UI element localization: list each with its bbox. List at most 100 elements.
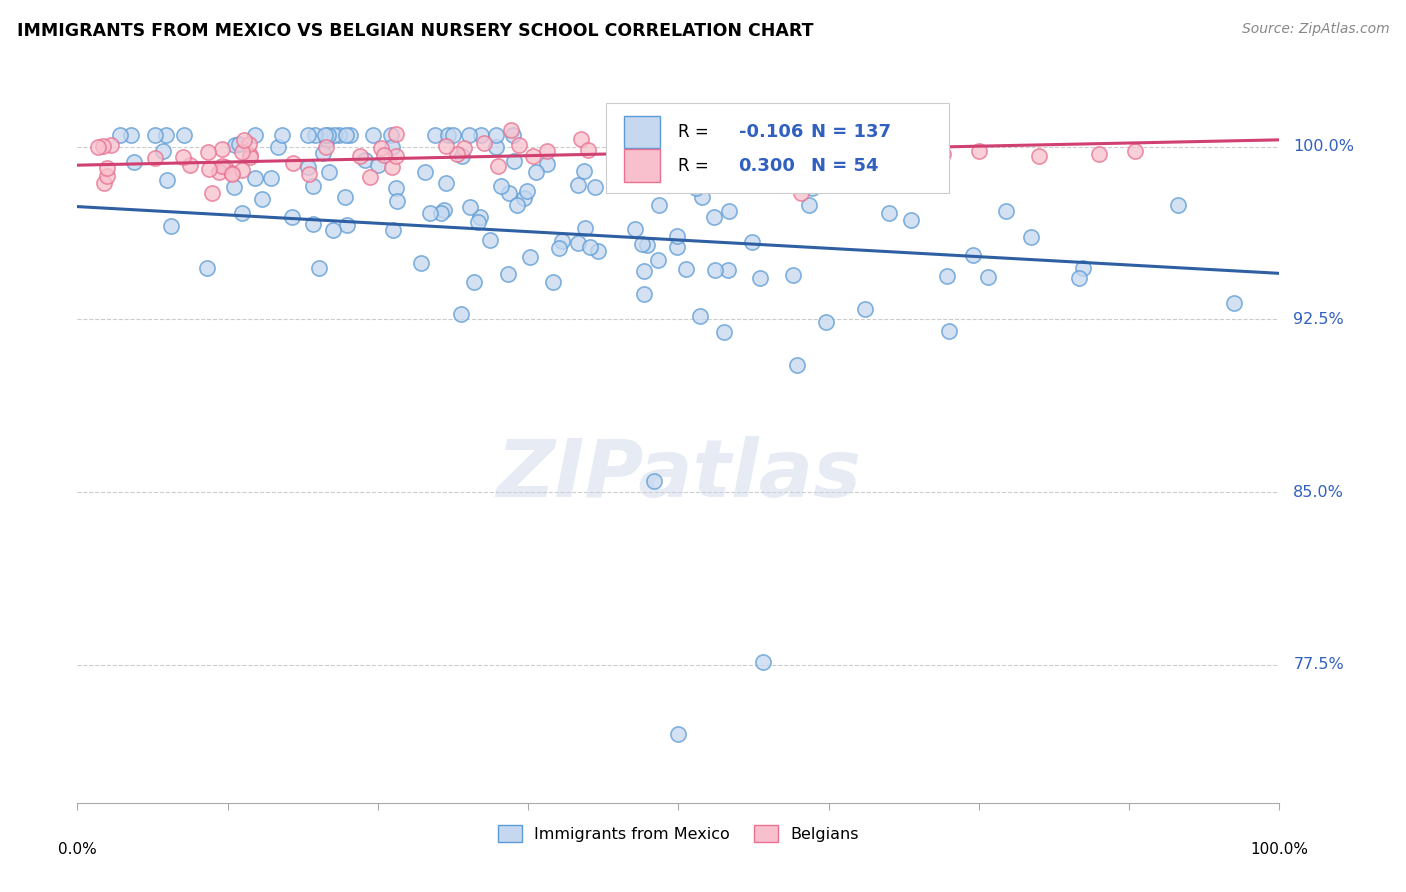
Point (883, 145, 905, 159)
Point (633, 146, 655, 161)
Point (1088, 146, 1111, 161)
Point (797, 197, 820, 211)
Point (361, 128, 384, 143)
Point (172, 150, 194, 164)
Point (316, 128, 339, 143)
Point (574, 221, 596, 235)
Point (143, 151, 166, 165)
Point (900, 213, 922, 227)
Point (703, 210, 725, 224)
Point (238, 137, 260, 152)
Point (93, 177, 115, 191)
Point (432, 203, 454, 218)
Point (328, 128, 350, 143)
Point (349, 149, 371, 163)
Point (1028, 149, 1050, 163)
Point (179, 158, 201, 172)
Point (87, 140, 110, 154)
Point (385, 128, 408, 142)
Point (211, 159, 233, 173)
Point (173, 128, 195, 143)
Point (208, 165, 231, 179)
Text: 0.0%: 0.0% (58, 842, 97, 856)
Point (685, 181, 707, 195)
Point (603, 150, 626, 164)
Point (717, 203, 740, 218)
Text: R =: R = (679, 157, 714, 175)
Point (541, 275, 564, 289)
Point (647, 252, 669, 267)
Point (748, 271, 770, 285)
Point (318, 165, 340, 179)
Point (586, 244, 609, 258)
Point (315, 140, 337, 154)
Point (665, 240, 688, 254)
Point (370, 141, 392, 155)
Point (578, 239, 600, 253)
Point (824, 144, 846, 158)
Point (467, 215, 489, 229)
Legend: Immigrants from Mexico, Belgians: Immigrants from Mexico, Belgians (491, 819, 866, 848)
Point (502, 154, 524, 169)
Point (846, 128, 869, 143)
Point (231, 162, 253, 177)
Point (245, 171, 267, 186)
Point (962, 248, 984, 262)
Point (619, 138, 641, 153)
Point (472, 136, 495, 151)
Point (224, 138, 246, 153)
Point (633, 264, 655, 278)
Point (316, 133, 339, 147)
Point (648, 143, 671, 157)
Point (221, 166, 243, 180)
Point (381, 139, 404, 153)
Point (633, 149, 655, 163)
Point (409, 256, 432, 270)
Point (751, 656, 773, 670)
Text: 100.0%: 100.0% (1294, 139, 1354, 154)
Point (633, 286, 655, 301)
Point (120, 128, 142, 143)
Point (239, 148, 262, 162)
Point (689, 309, 711, 323)
Point (506, 198, 529, 212)
Text: Source: ZipAtlas.com: Source: ZipAtlas.com (1241, 22, 1389, 37)
Point (367, 158, 389, 172)
Point (877, 128, 900, 143)
Text: N = 54: N = 54 (811, 157, 879, 175)
Point (233, 133, 256, 147)
Point (228, 137, 250, 152)
Point (636, 238, 658, 252)
Point (155, 128, 177, 143)
Point (308, 260, 330, 275)
Point (513, 191, 536, 205)
Point (250, 192, 273, 206)
Point (1071, 261, 1094, 276)
Point (373, 148, 395, 162)
Point (977, 269, 1000, 284)
Point (270, 128, 292, 143)
Point (160, 219, 183, 234)
Point (782, 268, 804, 283)
Point (665, 229, 688, 244)
Point (502, 128, 524, 143)
Point (297, 128, 319, 143)
Point (453, 141, 475, 155)
Point (458, 200, 481, 214)
Point (583, 179, 606, 194)
Point (152, 144, 174, 158)
Point (508, 137, 530, 152)
Point (463, 275, 485, 289)
Point (567, 178, 589, 192)
Point (703, 263, 725, 277)
Point (536, 157, 558, 171)
Point (156, 173, 179, 187)
FancyBboxPatch shape (624, 150, 661, 182)
Point (853, 302, 876, 317)
Point (668, 727, 690, 741)
Point (336, 218, 359, 232)
Point (124, 154, 146, 169)
Point (96, 161, 118, 175)
Point (935, 268, 957, 283)
Point (1223, 296, 1246, 310)
